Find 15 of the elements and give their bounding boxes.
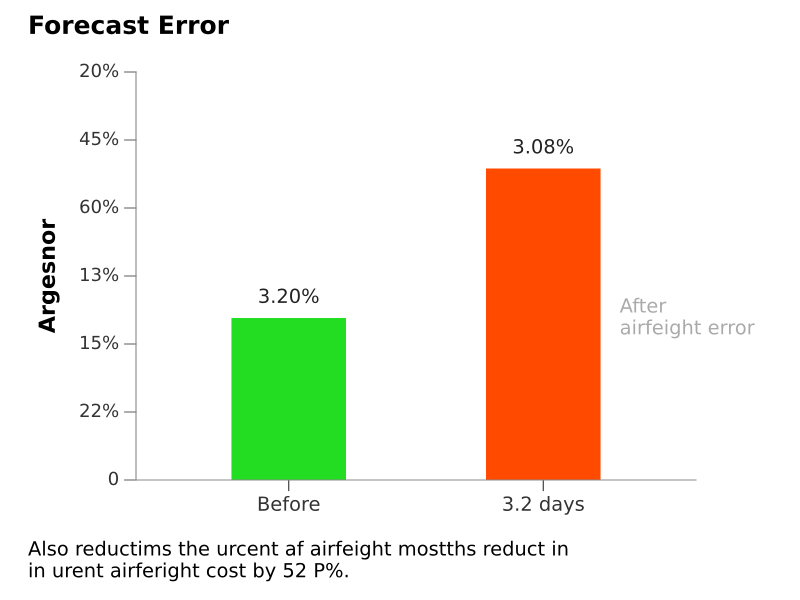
- text: 13%: [81, 268, 118, 282]
- x-tick-label: Before: [258, 496, 320, 512]
- text: 60%: [80, 200, 118, 214]
- text: 22%: [80, 404, 118, 418]
- text: Also reductims the urcent af airfeight mostths reduct in in urent airferight cost by 52 P%.: [28, 540, 568, 582]
- chart-title: Forecast Error: [30, 16, 229, 34]
- annotation: 3.08%: [514, 138, 574, 154]
- text: 20%: [80, 64, 118, 78]
- annotation: 3.20%: [259, 288, 319, 304]
- text: 0: [108, 472, 118, 486]
- text: 15%: [81, 336, 118, 350]
- y-axis-title: Argesnor: [38, 218, 60, 334]
- x-tick-label: 3.2 days: [503, 496, 584, 515]
- annotation: After airfeight error: [620, 298, 755, 338]
- text: 45%: [80, 132, 118, 146]
